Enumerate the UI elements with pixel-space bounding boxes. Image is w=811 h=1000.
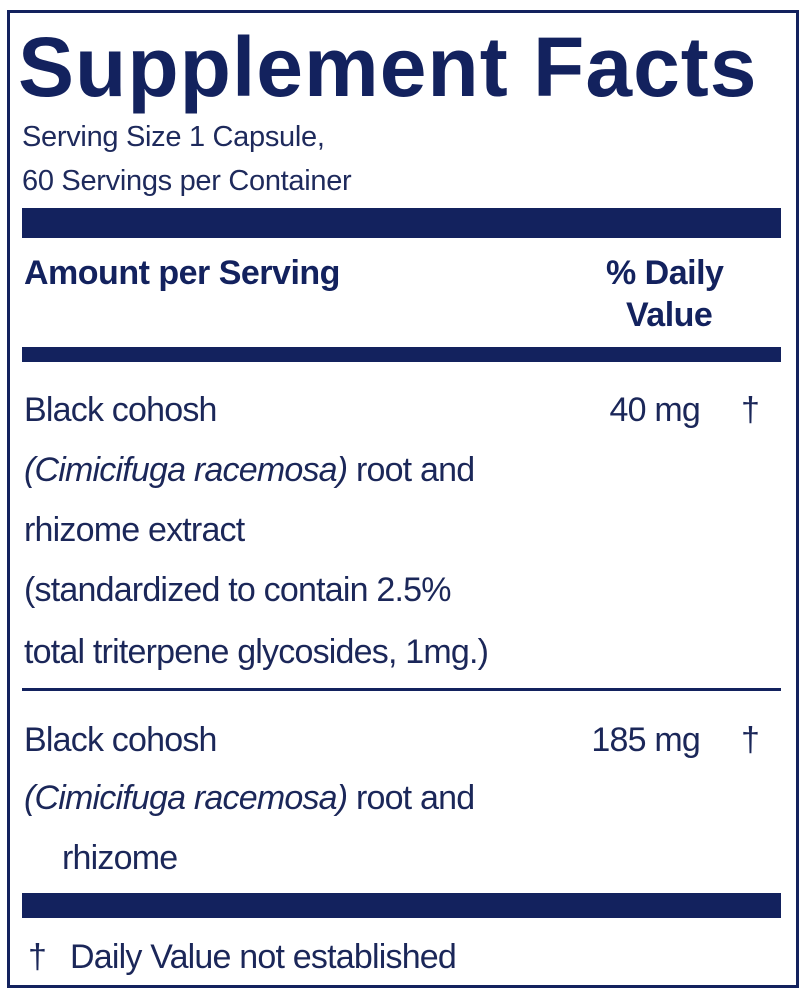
daily-value-header-line1: % Daily [606, 254, 724, 292]
footnote-text: Daily Value not established [70, 938, 457, 976]
ingredient-detail: rhizome extract [24, 511, 245, 549]
ingredient-name: Black cohosh [24, 391, 217, 429]
thick-divider-bottom [22, 893, 781, 918]
divider-header [22, 347, 781, 362]
serving-size: Serving Size 1 Capsule, [22, 121, 325, 153]
ingredient-amount: 40 mg [609, 391, 701, 429]
latin-suffix: root and [347, 779, 475, 817]
footnote-dagger: † [28, 938, 47, 976]
thick-divider-top [22, 208, 781, 238]
ingredient-detail: total triterpene glycosides, 1mg.) [24, 633, 489, 671]
ingredient-amount: 185 mg [591, 721, 700, 759]
servings-per-container: 60 Servings per Container [22, 165, 352, 197]
ingredient-detail: (standardized to contain 2.5% [24, 571, 451, 609]
thin-divider [22, 688, 781, 691]
label-title: Supplement Facts [18, 20, 758, 114]
amount-per-serving-header: Amount per Serving [24, 254, 340, 292]
daily-value-dagger: † [741, 391, 760, 429]
latin-suffix: root and [347, 451, 475, 489]
label-frame [7, 10, 799, 988]
daily-value-header-line2: Value [626, 296, 713, 334]
ingredient-latin-line: (Cimicifuga racemosa) root and [24, 778, 475, 818]
ingredient-latin-line: (Cimicifuga racemosa) root and [24, 450, 475, 490]
latin-name: (Cimicifuga racemosa) [24, 779, 348, 817]
ingredient-name: Black cohosh [24, 721, 217, 759]
daily-value-dagger: † [741, 721, 760, 759]
ingredient-detail: rhizome [62, 839, 178, 877]
latin-name: (Cimicifuga racemosa) [24, 451, 348, 489]
